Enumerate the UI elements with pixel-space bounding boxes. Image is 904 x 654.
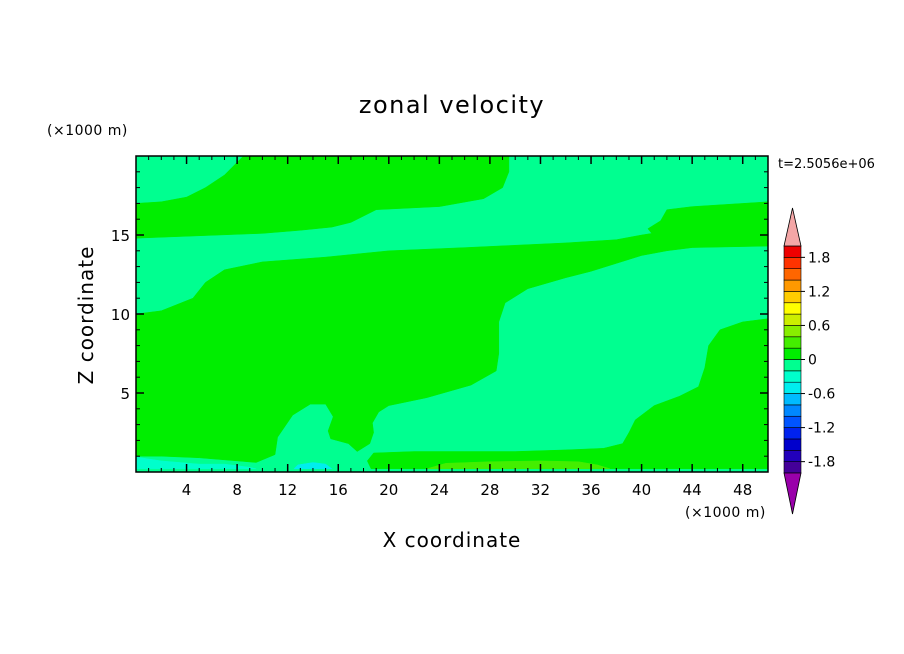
- plot-area: [136, 156, 768, 472]
- x-tick-label-8: 8: [232, 481, 242, 499]
- colorbar: 1.8 1.2 0.6 0 -0.6 -1.2 -1.8: [783, 207, 835, 515]
- colorbar-swatch-6: [783, 404, 802, 417]
- x-axis-title: X coordinate: [383, 528, 522, 552]
- x-tick-label-36: 36: [581, 481, 600, 499]
- colorbar-swatch-15: [783, 302, 802, 315]
- y-tick-label-5: 5: [120, 385, 130, 403]
- x-tick-label-20: 20: [379, 481, 398, 499]
- colorbar-label: -0.6: [808, 387, 835, 403]
- colorbar-label: 0.6: [808, 318, 830, 334]
- colorbar-swatch-5: [783, 415, 802, 428]
- colorbar-extend-high: [783, 207, 802, 247]
- colorbar-swatch-8: [783, 381, 802, 394]
- colorbar-swatch-2: [783, 449, 802, 462]
- contour-region-3: [367, 318, 768, 470]
- colorbar-label: 1.2: [808, 284, 830, 300]
- colorbar-label: -1.8: [808, 455, 835, 471]
- colorbar-swatch-13: [783, 325, 802, 338]
- contour-region-2: [136, 201, 768, 463]
- colorbar-label: -1.2: [808, 421, 835, 437]
- contour-region-1: [136, 156, 510, 239]
- colorbar-swatch-10: [783, 359, 802, 372]
- contour-region-4: [426, 460, 611, 470]
- colorbar-swatch-9: [783, 370, 802, 383]
- y-axis-unit: (×1000 m): [47, 123, 128, 139]
- colorbar-swatch-14: [783, 313, 802, 326]
- colorbar-swatch-12: [783, 336, 802, 349]
- colorbar-swatch-19: [783, 257, 802, 270]
- colorbar-extend-low: [783, 472, 802, 515]
- x-tick-label-16: 16: [329, 481, 348, 499]
- x-axis-unit: (×1000 m): [685, 505, 766, 521]
- colorbar-swatch-11: [783, 347, 802, 360]
- colorbar-swatch-20: [783, 245, 802, 258]
- x-tick-label-40: 40: [632, 481, 651, 499]
- x-tick-label-28: 28: [480, 481, 499, 499]
- x-tick-label-24: 24: [430, 481, 449, 499]
- colorbar-swatch-16: [783, 291, 802, 304]
- x-tick-label-4: 4: [182, 481, 192, 499]
- x-tick-label-48: 48: [733, 481, 752, 499]
- colorbar-swatch-7: [783, 393, 802, 406]
- colorbar-swatch-18: [783, 268, 802, 281]
- colorbar-swatch-1: [783, 461, 802, 474]
- colorbar-label: 1.8: [808, 250, 830, 266]
- colorbar-swatch-4: [783, 427, 802, 440]
- y-tick-label-15: 15: [111, 227, 130, 245]
- contour-region-5: [136, 456, 257, 470]
- x-tick-label-12: 12: [278, 481, 297, 499]
- colorbar-label: 0: [808, 353, 817, 369]
- colorbar-swatch-3: [783, 438, 802, 451]
- colorbar-swatch-17: [783, 279, 802, 292]
- chart-title: zonal velocity: [359, 91, 545, 119]
- x-tick-label-32: 32: [531, 481, 550, 499]
- time-label: t=2.5056e+06: [778, 157, 875, 172]
- y-tick-label-10: 10: [111, 306, 130, 324]
- y-axis-title: Z coordinate: [74, 246, 98, 385]
- x-tick-label-44: 44: [683, 481, 702, 499]
